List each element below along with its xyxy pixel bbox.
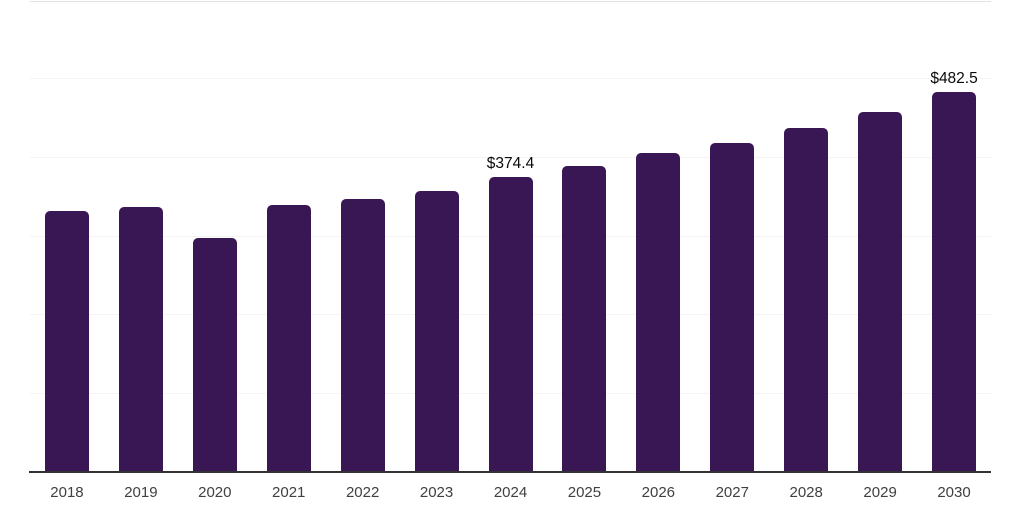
data-label-2030: $482.5 (930, 70, 978, 87)
x-tick-2027: 2027 (715, 484, 749, 501)
x-tick-2021: 2021 (272, 484, 306, 501)
x-tick-2020: 2020 (198, 484, 232, 501)
x-tick-2018: 2018 (50, 484, 84, 501)
data-label-2024: $374.4 (486, 155, 535, 173)
x-tick-2022: 2022 (345, 484, 380, 501)
bar-2020[interactable] (192, 238, 237, 472)
x-tick-2023: 2023 (419, 484, 454, 501)
bar-2018[interactable] (44, 211, 89, 472)
bar-2019[interactable] (118, 207, 163, 472)
x-tick-2024: 2024 (493, 484, 528, 501)
bar-2022[interactable] (340, 198, 385, 472)
bar-2027[interactable] (710, 142, 755, 472)
x-tick-2025: 2025 (567, 484, 602, 501)
gridline-400 (30, 156, 991, 158)
gridline-500 (30, 78, 991, 80)
bar-2025[interactable] (562, 166, 607, 472)
bar-2021[interactable] (266, 204, 311, 472)
x-tick-2019: 2019 (124, 484, 158, 501)
bar-2028[interactable] (784, 128, 829, 472)
bar-2024[interactable] (488, 177, 533, 472)
x-tick-2030: 2030 (937, 484, 971, 501)
x-tick-2026: 2026 (641, 484, 676, 501)
bar-2030[interactable] (932, 92, 977, 472)
x-axis-line (29, 470, 991, 473)
bar-2029[interactable] (858, 111, 903, 472)
x-tick-2029: 2029 (863, 484, 897, 501)
x-tick-2028: 2028 (789, 484, 823, 501)
bar-2026[interactable] (636, 152, 681, 472)
bar-2023[interactable] (414, 191, 459, 472)
gridline-600 (30, 1, 991, 2)
